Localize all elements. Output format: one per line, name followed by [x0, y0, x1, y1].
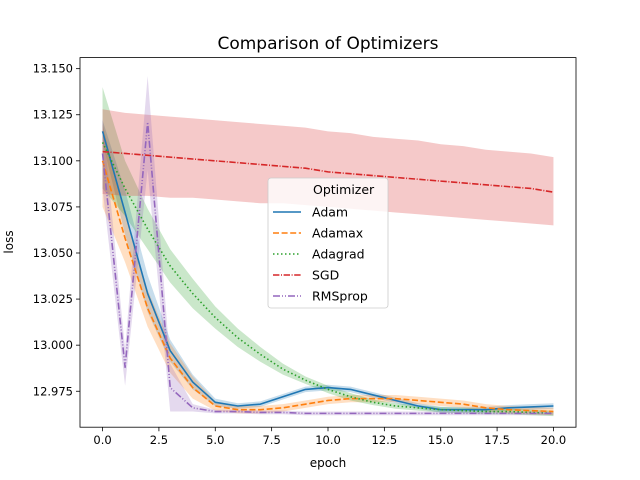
x-tick-label: 2.5	[150, 433, 168, 447]
band-rmsprop	[102, 76, 554, 416]
line-adam	[101, 131, 554, 411]
y-tick-label: 13.150	[33, 62, 73, 76]
y-axis-label: loss	[2, 230, 16, 253]
legend-title: Optimizer	[313, 182, 375, 197]
y-tick-label: 13.050	[33, 246, 73, 260]
x-axis-ticks: 0.0 2.5 5.0 7.5 10.0 12.5 15.0 17.5 20.0	[93, 427, 566, 447]
line-adamax	[101, 160, 554, 413]
line-sgd	[102, 150, 554, 193]
legend-label-sgd: SGD	[312, 268, 339, 283]
y-tick-label: 12.975	[33, 384, 73, 398]
y-axis-ticks: 12.975 13.000 13.025 13.050 13.075 13.100 13.1…	[33, 62, 80, 398]
y-tick-label: 13.100	[33, 154, 73, 168]
x-tick-label: 20.0	[541, 433, 567, 447]
x-tick-label: 12.5	[372, 433, 398, 447]
x-axis-label: epoch	[310, 456, 347, 470]
x-tick-label: 17.5	[484, 433, 510, 447]
y-tick-label: 13.025	[33, 292, 73, 306]
confidence-bands	[102, 76, 554, 417]
x-tick-label: 15.0	[428, 433, 454, 447]
y-tick-label: 13.125	[33, 108, 73, 122]
legend-label-adagrad: Adagrad	[312, 247, 365, 262]
legend-items: Adam Adamax Adagrad SGD RMSprop	[273, 205, 368, 304]
y-tick-label: 13.075	[33, 200, 73, 214]
legend-label-rmsprop: RMSprop	[312, 289, 368, 304]
band-sgd	[102, 109, 554, 226]
x-tick-label: 10.0	[315, 433, 341, 447]
x-tick-label: 5.0	[206, 433, 224, 447]
line-adagrad	[101, 142, 554, 415]
x-tick-label: 7.5	[262, 433, 280, 447]
line-rmsprop	[101, 121, 554, 415]
y-tick-label: 13.000	[33, 338, 73, 352]
x-tick-label: 0.0	[93, 433, 111, 447]
series-lines	[101, 121, 554, 415]
chart-title: Comparison of Optimizers	[217, 34, 438, 54]
legend: Optimizer Adam Adamax Adagrad SGD RMSprop	[267, 177, 389, 309]
legend-label-adam: Adam	[312, 205, 348, 220]
legend-label-adamax: Adamax	[312, 226, 363, 241]
